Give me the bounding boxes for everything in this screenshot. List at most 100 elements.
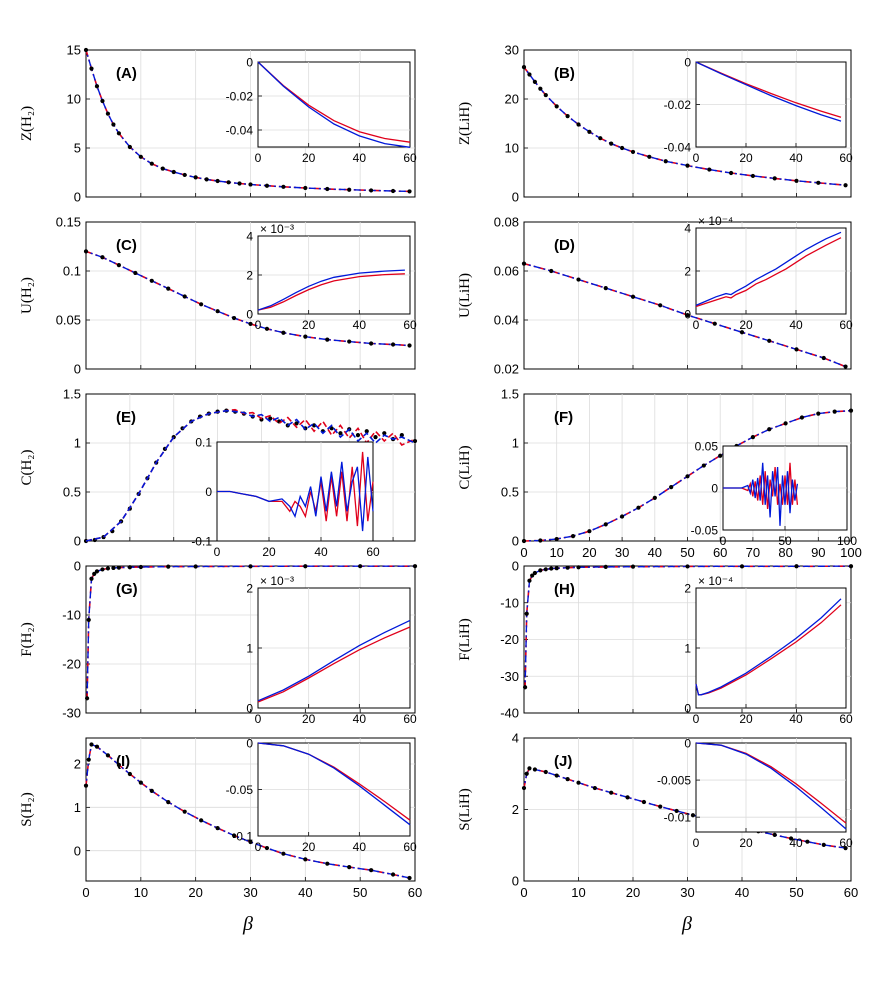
panel-E-series-exact-point-26 <box>312 423 317 428</box>
panel-D-ylabel: U(LiH) <box>457 273 473 318</box>
panel-H-ytick-label-1: -30 <box>500 669 519 684</box>
panel-J-series-exact-point-22 <box>821 842 826 847</box>
panel-F-inset-series-red-line <box>723 462 799 510</box>
panel-H-series-exact-point-9 <box>565 565 570 570</box>
panel-I-series-exact-point-7 <box>138 780 143 785</box>
panel-B-inset: 0 20 40 60 -0.04 -0.02 0 <box>664 55 853 165</box>
panel-F-xtick-label-4: 40 <box>648 545 662 560</box>
panel-G-series-exact-point-11 <box>166 564 171 569</box>
panel-G-series-exact-point-4 <box>94 569 100 574</box>
panel-H-inset-xtick-label-1: 20 <box>739 712 753 726</box>
panel-G-ytick-label-3: 0 <box>74 559 81 574</box>
panel-J-series-exact-point-2 <box>527 766 532 771</box>
panel-E-series-exact-point-36 <box>399 433 404 438</box>
panel-J-ylabel: S(LiH) <box>457 788 473 831</box>
panel-I-series-exact-point-15 <box>264 845 270 851</box>
panel-G-inset-ytick-label-0: 0 <box>246 701 253 715</box>
panel-F-inset-series-blue-line <box>723 462 799 526</box>
panel-C-series-exact-point-3 <box>133 270 138 276</box>
panel-H-series-exact-point-3 <box>530 573 535 578</box>
panel-C-series-exact-point-6 <box>182 294 187 299</box>
panel-H-series-exact-point-6 <box>543 567 548 572</box>
panel-A-inset-series-blue-line <box>257 61 411 148</box>
panel-C-label: (C) <box>116 237 137 254</box>
panel-J-series-exact-point-6 <box>565 777 570 782</box>
panel-F-series-exact-point-17 <box>799 415 805 420</box>
panel-B-inset-xtick-label-1: 20 <box>739 151 753 165</box>
panel-C-inset-xtick-label-1: 20 <box>302 318 316 332</box>
panel-A-ytick-label-1: 5 <box>74 141 81 156</box>
panel-A-series-exact-point-2 <box>94 84 100 89</box>
panel-J-ytick-label-1: 2 <box>512 802 519 817</box>
panel-B-series-exact-point-1 <box>527 72 532 77</box>
panel-J-series-exact-point-19 <box>772 832 777 837</box>
panel-G-inset: 0 20 40 60 0 1 2 × 10⁻³ <box>246 574 417 726</box>
panel-F-series-exact-point-7 <box>636 505 641 510</box>
panel-F-series-exact-point-4 <box>587 529 592 534</box>
panel-H-series-exact-point-4 <box>532 570 538 576</box>
panel-B-inset-xtick-label-2: 40 <box>789 151 803 165</box>
panel-F-xtick-label-0: 0 <box>520 545 527 560</box>
panel-A-label: (A) <box>116 65 137 82</box>
panel-I-series-exact-point-14 <box>248 839 253 845</box>
panel-D-series-exact-point-4 <box>630 294 636 299</box>
panel-C-inset-exponent: × 10⁻³ <box>260 222 294 236</box>
panel-B-series-exact-point-18 <box>750 173 756 179</box>
panel-A-series-exact-point-11 <box>171 169 176 175</box>
panel-A-series-exact-point-10 <box>160 166 165 171</box>
panel-J-inset-frame <box>695 742 847 833</box>
panel-D-inset-xtick-label-1: 20 <box>739 318 753 332</box>
panel-J-inset-xtick-label-2: 40 <box>789 836 803 850</box>
panel-G-inset-xtick-label-1: 20 <box>302 712 316 726</box>
panel-A-series-exact-point-14 <box>204 177 209 182</box>
panel-E-series-exact-point-24 <box>294 421 299 426</box>
panel-B-series-exact-point-6 <box>565 114 570 119</box>
panel-B-series-exact-point-17 <box>729 170 734 176</box>
panel-J-series-exact-point-11 <box>641 799 647 805</box>
panel-I-series-exact-point-4 <box>105 753 111 758</box>
panel-A-inset-xtick-label-1: 20 <box>302 151 316 165</box>
panel-J-series-exact-point-14 <box>690 813 696 818</box>
panel-F-xtick-label-5: 50 <box>680 545 694 560</box>
panel-C-series-exact-point-7 <box>199 302 204 307</box>
panel-D-ytick-label-3: 0.08 <box>494 215 519 230</box>
x-axis-label-right: β <box>681 913 692 935</box>
panel-C-inset-ytick-label-2: 4 <box>246 229 253 243</box>
panel-B-series-exact-point-0 <box>521 65 527 70</box>
panel-B-series-exact-point-13 <box>647 154 652 159</box>
panel-H-series-exact-point-14 <box>739 564 745 569</box>
panel-G-ylabel: F(H₂) <box>19 622 35 656</box>
panel-F-ytick-label-1: 0.5 <box>501 485 519 500</box>
panel-I-ytick-label-1: 1 <box>74 800 81 815</box>
panel-E-ytick-label-0: 0 <box>74 534 81 549</box>
panel-H-inset-ytick-label-2: 2 <box>684 581 691 595</box>
panel-F-series-exact-point-12 <box>718 453 723 458</box>
panel-D-inset-exponent: × 10⁻⁴ <box>698 214 733 228</box>
panel-B-ytick-label-1: 10 <box>505 141 519 156</box>
panel-J-inset: 0 20 40 60 -0.01 -0.005 0 <box>657 736 853 850</box>
panel-J-xtick-label-3: 30 <box>680 885 694 900</box>
panel-C-series-exact-point-1 <box>100 255 105 260</box>
panel-I-series-exact-point-2 <box>89 742 94 747</box>
panel-C-series-exact-point-11 <box>264 326 270 331</box>
panel-E-series-exact-point-31 <box>355 433 361 438</box>
panel-A-series-exact-point-16 <box>226 180 231 185</box>
panel-D-inset-ytick-label-1: 2 <box>684 264 691 278</box>
panel-G-series-exact-point-2 <box>89 576 94 581</box>
panel-H-inset-xtick-label-2: 40 <box>789 712 803 726</box>
panel-C-inset-xtick-label-0: 0 <box>255 318 262 332</box>
panel-I: 0 10 20 30 40 50 60 0 1 2 (I) S(H₂) 0 20 40 60 -0.1 -0.05… <box>19 736 422 900</box>
panel-G-series-exact-point-12 <box>193 564 198 569</box>
panel-I-ylabel: S(H₂) <box>19 792 35 826</box>
panel-B-label: (B) <box>554 65 575 82</box>
panel-G-series-exact-point-9 <box>127 565 132 570</box>
panel-A-series-exact-point-19 <box>264 183 270 188</box>
panel-J-series-exact-point-10 <box>625 795 630 800</box>
panel-D: 0.02 0.04 0.06 0.08 (D) U(LiH) 0 20 40 60 0 2 4 × 10⁻… <box>457 214 853 377</box>
panel-B-series-exact-point-14 <box>663 159 668 164</box>
panel-B-series-exact-point-3 <box>538 86 543 91</box>
panel-B-series-exact-point-12 <box>630 149 636 155</box>
panel-B-ytick-label-3: 30 <box>505 43 519 58</box>
